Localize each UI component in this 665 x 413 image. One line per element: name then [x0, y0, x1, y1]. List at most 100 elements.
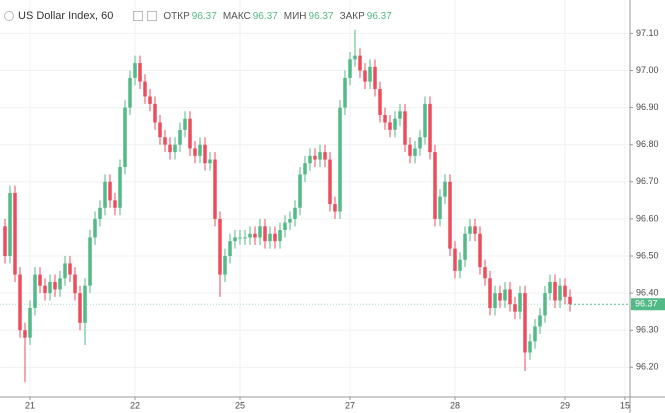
candle-body [128, 77, 132, 108]
candle-body [388, 122, 392, 130]
x-tick-label: 29 [560, 400, 570, 410]
candle-body [318, 152, 322, 160]
candle-body [503, 289, 507, 301]
x-tick-label: 21 [25, 400, 35, 410]
candle-body [493, 293, 497, 308]
candle-body [363, 70, 367, 82]
candle-body [328, 159, 332, 205]
candle-body [513, 304, 517, 312]
hide-icon[interactable] [147, 11, 158, 21]
candle-body [438, 196, 442, 219]
y-tick-label: 97.00 [636, 65, 659, 75]
header: US Dollar Index, 60 ОТКР 96.37 МАКС 96.37 МИ… [4, 10, 392, 22]
candle-body [8, 192, 12, 257]
candle-body [98, 207, 102, 219]
candle-body [423, 103, 427, 138]
candle-body [133, 63, 137, 78]
candle-body [143, 81, 147, 97]
legend-key: ОТКР [163, 10, 190, 22]
chart-title: US Dollar Index, 60 [18, 10, 114, 22]
y-tick-label: 96.80 [636, 139, 659, 149]
candle-body [303, 163, 307, 175]
candle-body [18, 274, 22, 331]
candle-body [543, 293, 547, 316]
candle-body [568, 296, 572, 305]
candle-body [263, 226, 267, 242]
x-tick-label: 28 [450, 400, 460, 410]
candle-body [253, 233, 257, 238]
candle-body [118, 166, 122, 208]
candle-body [378, 89, 382, 116]
candle-body [418, 137, 422, 149]
legend-key: МАКС [222, 10, 251, 22]
candle-body [178, 129, 182, 145]
candle-body [188, 118, 192, 149]
candle-body [353, 55, 357, 60]
candle-body [488, 278, 492, 308]
candle-body [553, 281, 557, 301]
candle-body [173, 144, 177, 153]
legend-value: 96.37 [252, 10, 278, 22]
legend-value: 96.37 [308, 10, 334, 22]
candle-body [203, 144, 207, 164]
candle-body [453, 248, 457, 271]
symbol-icon[interactable] [4, 11, 14, 21]
y-tick-label: 96.20 [636, 362, 659, 372]
candle-body [398, 111, 402, 119]
candle-body [213, 159, 217, 219]
candle-body [103, 181, 107, 208]
y-tick-label: 96.30 [636, 325, 659, 335]
candle-body [538, 315, 542, 327]
candle-body [348, 59, 352, 78]
candle-body [478, 233, 482, 268]
candle-body [563, 285, 567, 297]
legend-value: 96.37 [366, 10, 392, 22]
candle-body [533, 326, 537, 342]
candle-body [548, 281, 552, 294]
candle-body [508, 289, 512, 305]
candle-body [278, 230, 282, 242]
candle-body [463, 233, 467, 260]
candle-body [23, 330, 27, 338]
candle-body [48, 281, 52, 294]
candle-body [208, 159, 212, 164]
candle-body [358, 55, 362, 71]
candle-body [73, 274, 77, 294]
candle-body [498, 293, 502, 301]
candle-body [58, 278, 62, 290]
candle-body [88, 237, 92, 286]
candle-body [283, 222, 287, 231]
candle-body [448, 181, 452, 249]
candle-body [183, 118, 187, 130]
y-tick-label: 96.60 [636, 213, 659, 223]
candle-body [138, 63, 142, 82]
candle-body [3, 226, 7, 257]
candle-body [323, 152, 327, 160]
x-tick-label: 25 [235, 400, 245, 410]
candle-body [13, 192, 17, 275]
candle-body [198, 144, 202, 156]
candle-body [268, 233, 272, 242]
candle-body [153, 103, 157, 123]
candle-body [458, 259, 462, 271]
candle-body [393, 118, 397, 130]
candle-body [273, 233, 277, 242]
candle-body [473, 226, 477, 234]
candle-body [258, 226, 262, 238]
candle-body [313, 155, 317, 160]
y-tick-label: 96.50 [636, 250, 659, 260]
candle-body [428, 103, 432, 153]
candle-body [408, 144, 412, 156]
candle-body [248, 233, 252, 238]
candle-body [113, 200, 117, 208]
candle-body [433, 152, 437, 219]
settings-icon[interactable] [133, 11, 144, 21]
candle-body [468, 226, 472, 234]
ohlc-legend: ОТКР 96.37 МАКС 96.37 МИН 96.37 ЗАКР 96.37 [157, 11, 391, 22]
candle-body [338, 107, 342, 212]
y-tick-label: 97.10 [636, 28, 659, 38]
candle-body [193, 148, 197, 156]
candle-body [223, 256, 227, 275]
legend-key: МИН [283, 10, 307, 22]
